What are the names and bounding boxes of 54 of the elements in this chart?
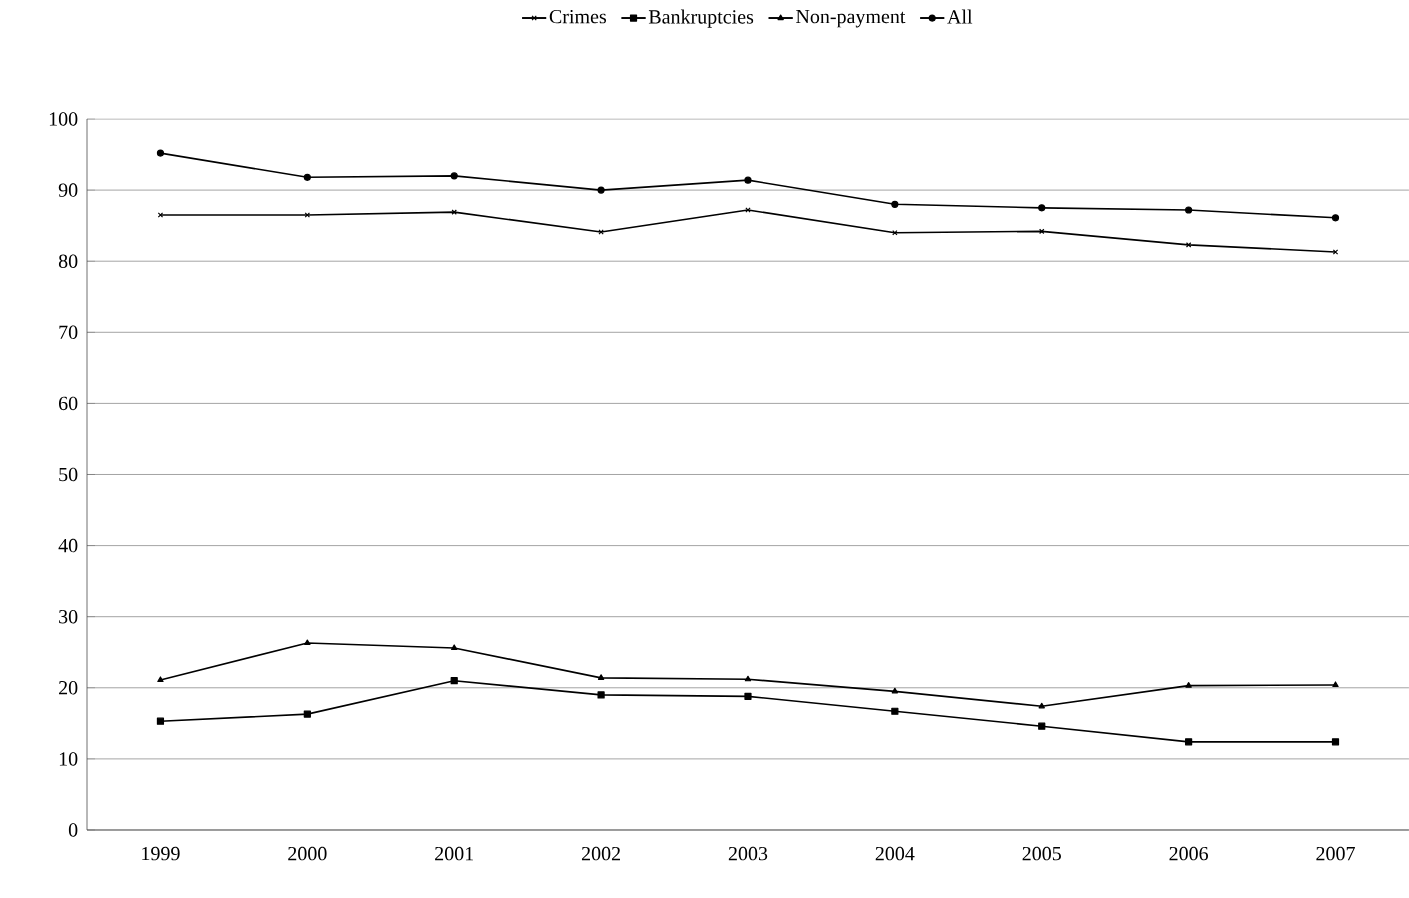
point [1185,206,1193,214]
point [891,200,899,208]
y-tick-label: 60 [59,396,78,411]
point [597,186,605,194]
point [744,692,752,700]
x-tick-label: 2005 [1022,846,1061,861]
point [892,230,898,236]
y-tick-label: 0 [68,823,78,837]
point [1331,214,1340,222]
point [156,717,165,725]
point [303,173,311,181]
point [891,707,899,715]
legend-label: All [947,9,973,24]
point [157,676,164,683]
point [597,674,605,680]
legend-label: Bankruptcies [648,9,754,28]
x-tick-label: 2003 [728,846,768,861]
point [1038,204,1046,212]
y-tick-label: 100 [49,112,78,126]
point [304,212,311,218]
x-tick-label: 2002 [581,846,620,861]
point [744,675,752,682]
x-tick-label: 1999 [142,846,180,861]
x-tick-label: 2006 [1169,846,1209,861]
point [891,687,899,694]
x-tick-label: 2000 [288,846,327,861]
point [1332,681,1339,688]
x-tick-label: 2007 [1316,846,1355,861]
x-tick-label: 2001 [435,846,474,861]
y-tick-label: 90 [58,183,78,197]
y-tick-label: 70 [59,325,78,340]
point [1185,682,1192,688]
y-tick-label: 10 [59,752,78,766]
point [1185,738,1193,746]
y-tick-label: 40 [58,538,78,553]
point [450,172,458,180]
point [451,644,458,651]
point [1038,702,1045,709]
y-tick-label: 50 [59,467,78,482]
point [1038,722,1046,730]
point [1331,738,1340,746]
point [156,149,165,157]
y-tick-label: 80 [58,254,78,268]
point [1185,242,1192,248]
point [597,691,605,699]
point [304,639,311,646]
y-tick-label: 30 [59,609,78,624]
legend-label: Crimes [549,9,607,24]
point [450,677,458,685]
point [303,710,311,718]
y-tick-label: 20 [59,681,78,695]
legend-label: Non-payment [796,9,906,28]
x-tick-label: 2004 [875,846,915,861]
point [744,176,752,184]
